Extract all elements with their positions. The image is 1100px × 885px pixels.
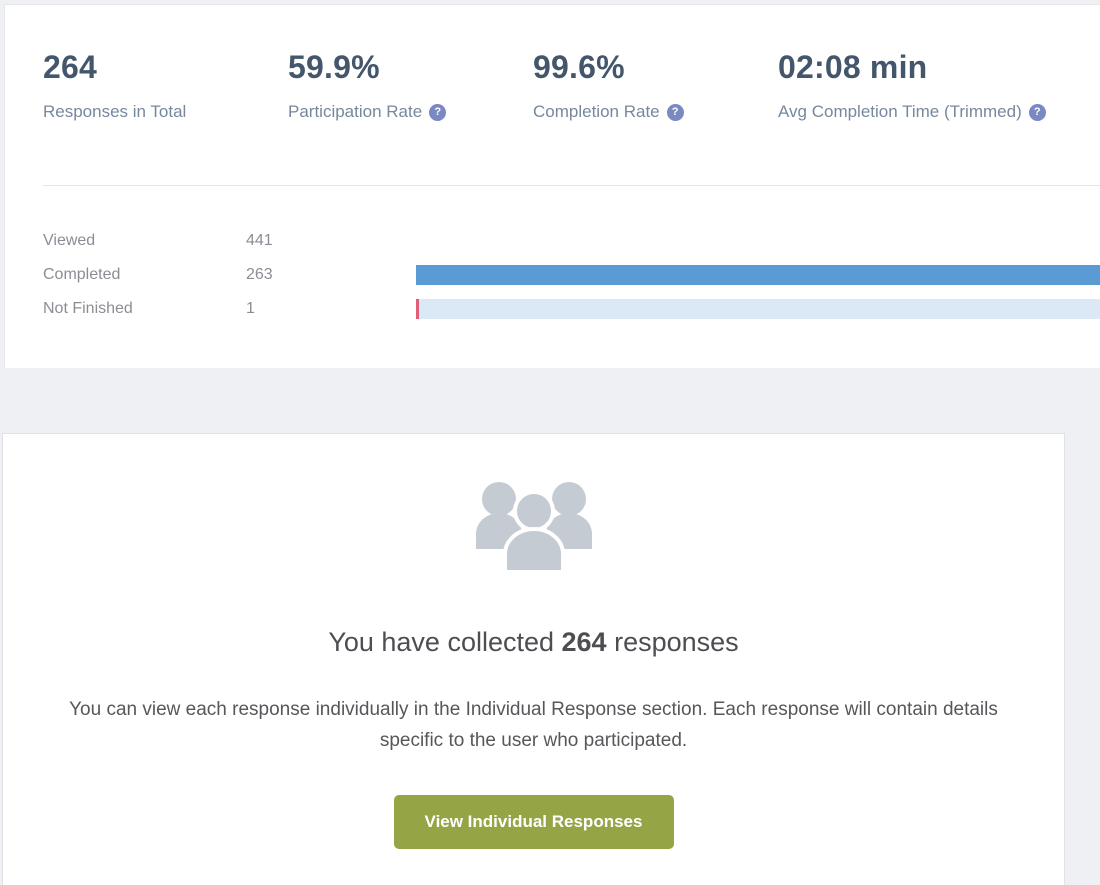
avg-completion-time-value: 02:08 min [778, 49, 928, 85]
row-value: 441 [246, 232, 273, 249]
row-value: 1 [246, 300, 255, 317]
row-label: Not Finished [43, 300, 133, 317]
collected-count: 264 [561, 627, 607, 657]
help-icon[interactable]: ? [1028, 103, 1046, 121]
row-label: Viewed [43, 232, 96, 249]
table-row-viewed: Viewed 441 [5, 224, 1100, 258]
group-users-icon [3, 476, 1064, 572]
viewed-bar [416, 231, 1100, 251]
completed-bar-fill [416, 265, 1100, 285]
avg-completion-time-label: Avg Completion Time (Trimmed) ? [778, 101, 1046, 123]
collected-heading: You have collected 264 responses [3, 627, 1064, 658]
stat-participation-rate: 59.9% Participation Rate ? [288, 47, 533, 123]
stat-responses-total: 264 Responses in Total [43, 47, 288, 123]
view-individual-responses-button[interactable]: View Individual Responses [393, 795, 674, 849]
row-label: Completed [43, 266, 121, 283]
completion-rate-value: 99.6% [533, 49, 625, 85]
stat-avg-completion-time: 02:08 min Avg Completion Time (Trimmed) … [778, 47, 1046, 123]
not-finished-bar-track [419, 299, 1100, 319]
collected-description: You can view each response individually … [69, 699, 998, 751]
section-divider [43, 185, 1100, 186]
completion-rate-label: Completion Rate ? [533, 101, 778, 123]
stat-completion-rate: 99.6% Completion Rate ? [533, 47, 778, 123]
not-finished-bar-fill [416, 299, 419, 319]
response-breakdown-table: Viewed 441 Completed 263 Not Finished 1 [5, 224, 1100, 326]
table-row-not-finished: Not Finished 1 [5, 292, 1100, 326]
help-icon[interactable]: ? [666, 103, 684, 121]
responses-total-value: 264 [43, 49, 97, 85]
participation-rate-value: 59.9% [288, 49, 380, 85]
responses-total-label-text: Responses in Total [43, 102, 187, 121]
collected-heading-suffix: responses [606, 627, 739, 657]
responses-total-label: Responses in Total [43, 101, 288, 123]
summary-stats-row: 264 Responses in Total 59.9% Participati… [5, 5, 1100, 123]
survey-summary-panel: 264 Responses in Total 59.9% Participati… [4, 4, 1100, 368]
collected-heading-prefix: You have collected [328, 627, 562, 657]
completed-bar [416, 265, 1100, 285]
avg-completion-time-label-text: Avg Completion Time (Trimmed) [778, 102, 1022, 121]
not-finished-bar [416, 299, 1100, 319]
help-icon[interactable]: ? [429, 103, 447, 121]
row-value: 263 [246, 266, 273, 283]
participation-rate-label-text: Participation Rate [288, 102, 423, 121]
completion-rate-label-text: Completion Rate [533, 102, 660, 121]
table-row-completed: Completed 263 [5, 258, 1100, 292]
participation-rate-label: Participation Rate ? [288, 101, 533, 123]
collected-responses-card: You have collected 264 responses You can… [2, 433, 1065, 885]
